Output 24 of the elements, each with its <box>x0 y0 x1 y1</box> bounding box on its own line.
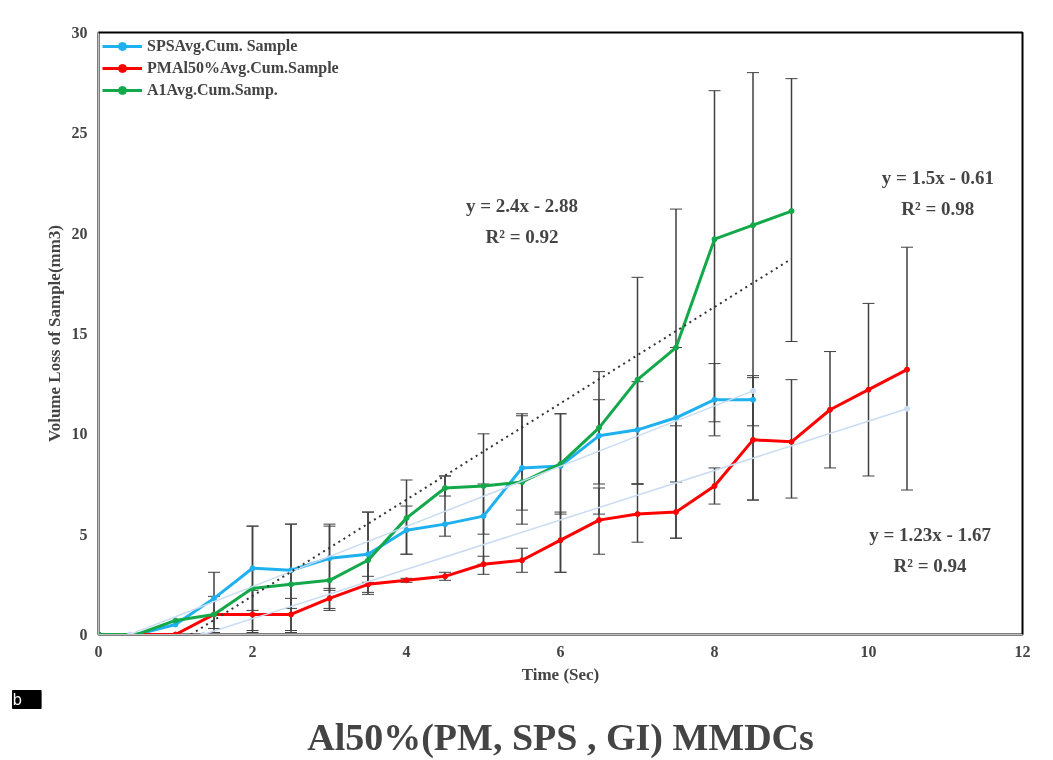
legend-label: A1Avg.Cum.Samp. <box>147 81 278 99</box>
y-tick-label: 30 <box>71 24 88 41</box>
y-tick-label: 15 <box>71 325 88 342</box>
x-tick-label: 2 <box>248 642 257 660</box>
x-tick-label: 4 <box>402 642 411 660</box>
text: Al50%(PM, SPS , GI) MMDCs <box>307 715 814 759</box>
x-tick-label: 0 <box>94 642 103 660</box>
annotation: y = 2.4x - 2.88 R² = 0.92 <box>465 194 579 248</box>
x-tick-label: 12 <box>1014 642 1031 660</box>
x-tick-label: 6 <box>556 642 565 660</box>
y-axis-title: Volume Loss of Sample(mm3) <box>44 224 64 443</box>
x-axis-title: Time (Sec) <box>521 664 600 684</box>
annotation: y = 1.23x - 1.67 R² = 0.94 <box>869 523 992 577</box>
x-tick-label: 8 <box>710 642 719 660</box>
y-tick-label: 0 <box>79 626 88 643</box>
y-tick-label: 10 <box>71 425 88 443</box>
y-tick-label: 20 <box>71 224 88 242</box>
text: b <box>12 690 23 709</box>
legend-label: SPSAvg.Cum. Sample <box>147 37 298 55</box>
annotation: y = 1.5x - 0.61 R² = 0.98 <box>881 166 994 220</box>
legend-label: PMAl50%Avg.Cum.Sample <box>147 59 339 77</box>
y-tick-label: 25 <box>71 124 88 142</box>
x-tick-label: 10 <box>860 642 877 660</box>
y-tick-label: 5 <box>79 525 88 543</box>
